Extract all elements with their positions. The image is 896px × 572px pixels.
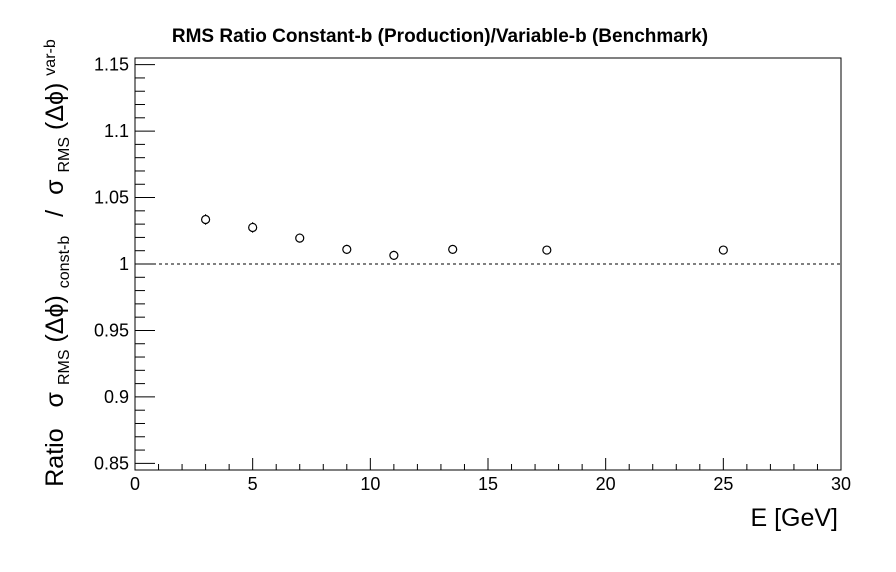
x-tick-label: 5 [248,474,258,494]
data-point [448,244,458,254]
data-marker [718,245,728,255]
y-axis-title-den-symbol: σ [41,179,69,195]
y-axis-title: Ratio σ RMS (Δϕ) const-b / σ RMS (Δϕ) va… [41,39,75,487]
x-tick-label: 30 [831,474,851,494]
x-axis-tick-labels: 0 5 10 15 20 25 30 [130,474,851,494]
y-tick-label: 1.15 [94,55,129,75]
y-axis-title-den-sub: RMS [56,137,73,173]
y-axis-tick-labels: 0.85 0.9 0.95 1 1.05 1.1 1.15 [94,55,129,474]
x-axis-title: E [GeV] [750,504,838,532]
data-series [201,214,728,261]
y-axis-title-num-sub: RMS [56,349,73,385]
y-tick-label: 1 [119,254,129,274]
data-marker [542,245,552,255]
y-axis-title-num-sub2: const-b [56,236,73,289]
data-marker [248,222,258,233]
y-axis-title-prefix: Ratio [41,428,69,486]
data-point [248,222,258,233]
data-point [342,244,352,255]
y-tick-label: 1.05 [94,188,129,208]
data-point [295,233,305,243]
x-tick-label: 0 [130,474,140,494]
data-marker [389,250,399,260]
y-tick-label: 0.9 [104,387,129,407]
x-tick-label: 10 [360,474,380,494]
x-tick-label: 25 [713,474,733,494]
x-axis-ticks [134,458,842,470]
y-axis-ticks [135,64,155,464]
data-marker [201,214,211,225]
data-point [718,245,728,255]
data-point [201,214,211,225]
y-tick-label: 1.1 [104,121,129,141]
y-axis-title-num-symbol: σ [41,391,69,407]
data-marker [295,233,305,243]
data-marker [342,244,352,254]
y-axis-title-num-arg: (Δϕ) [41,295,69,342]
y-tick-label: 0.85 [94,453,129,473]
chart-title: RMS Ratio Constant-b (Production)/Variab… [172,26,708,47]
y-axis-title-den-sub2: var-b [42,39,59,76]
x-tick-label: 20 [596,474,616,494]
y-axis-title-separator: / [41,210,69,217]
y-axis-title-den-arg: (Δϕ) [41,83,69,130]
y-tick-label: 0.95 [94,320,129,340]
x-tick-label: 15 [478,474,498,494]
data-marker [448,244,458,254]
data-point [389,250,399,261]
data-point [542,245,552,255]
